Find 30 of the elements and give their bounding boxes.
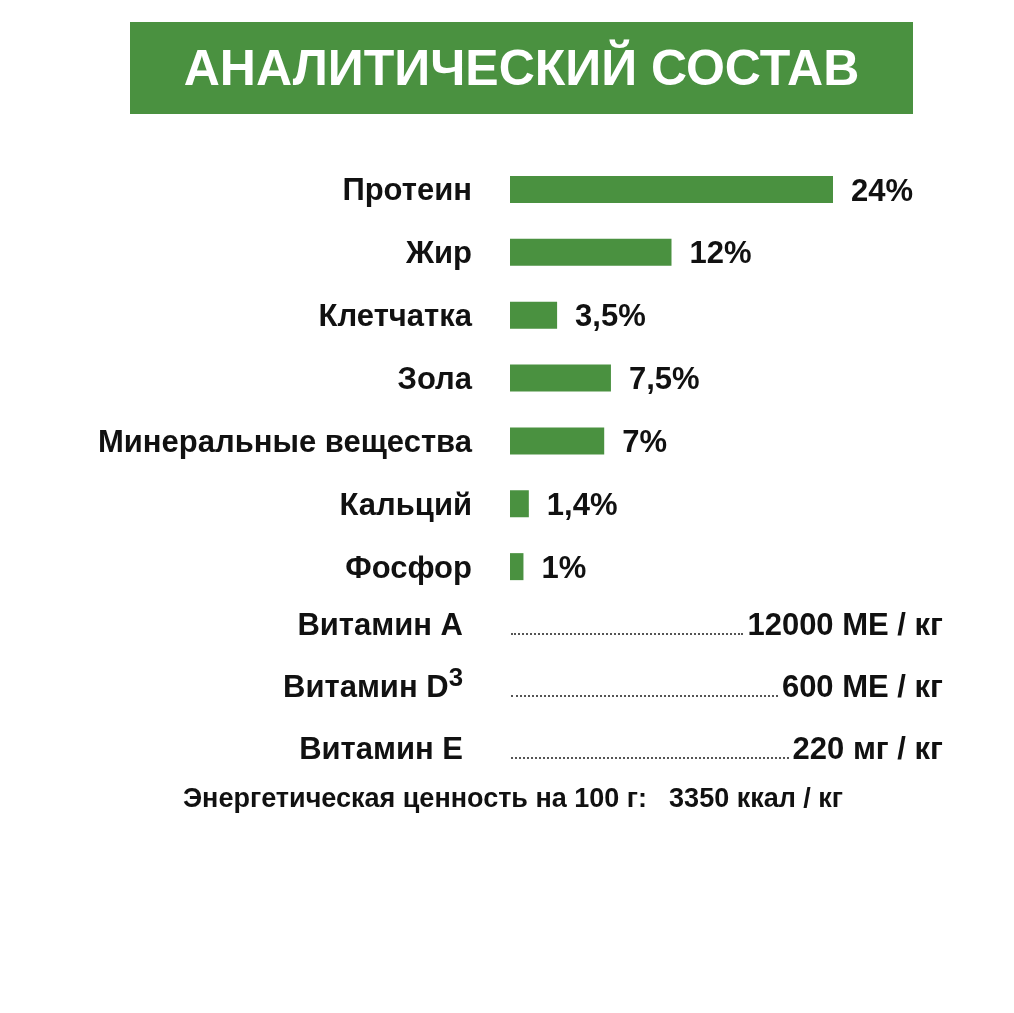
- data-label: 12%: [689, 235, 752, 271]
- data-label: 24%: [851, 172, 914, 208]
- data-label: 1%: [541, 549, 587, 585]
- y-tick-label: Зола: [397, 361, 473, 397]
- text: Энергетическая ценность на 100 г:: [182, 783, 648, 813]
- bar: [510, 176, 833, 203]
- text: Витамин A: [296, 607, 463, 643]
- y-tick-label: Кальций: [339, 486, 472, 522]
- y-tick-label: Жир: [404, 235, 472, 271]
- bar: [510, 364, 611, 392]
- bar: [510, 427, 605, 455]
- data-label: 1,4%: [546, 486, 618, 522]
- text: 600 МЕ / кг: [781, 669, 943, 705]
- bar: [510, 238, 672, 266]
- text: 3350 ккал / кг: [669, 783, 844, 813]
- y-tick-label: Протеин: [342, 172, 472, 208]
- y-tick-label: Минеральные вещества: [97, 423, 473, 459]
- bar: [510, 490, 529, 518]
- y-tick-label: Клетчатка: [318, 298, 473, 334]
- text: Витамин E: [298, 731, 463, 767]
- text: Витамин D$^{3}$: [282, 662, 463, 705]
- text: 12000 МЕ / кг: [747, 607, 943, 643]
- bar: [510, 301, 558, 329]
- text: 220 мг / кг: [792, 731, 943, 767]
- data-label: 3,5%: [575, 298, 646, 334]
- y-tick-label: Фосфор: [345, 549, 472, 585]
- chart-title: АНАЛИТИЧЕСКИЙ СОСТАВ: [130, 22, 913, 114]
- data-label: 7%: [622, 423, 668, 459]
- data-label: 7,5%: [628, 361, 700, 397]
- bar: [510, 553, 524, 581]
